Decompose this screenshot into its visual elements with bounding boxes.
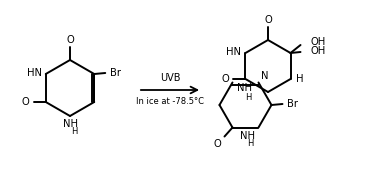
Text: H: H	[245, 92, 252, 102]
Text: O: O	[22, 97, 29, 107]
Text: O: O	[264, 15, 272, 25]
Text: H: H	[247, 139, 254, 148]
Text: NH: NH	[64, 119, 79, 129]
Text: O: O	[222, 74, 229, 84]
Text: OH: OH	[310, 46, 326, 56]
Text: In ice at -78.5°C: In ice at -78.5°C	[136, 96, 204, 105]
Text: Br: Br	[110, 68, 121, 78]
Text: NH: NH	[237, 83, 252, 93]
Text: NH: NH	[240, 130, 255, 140]
Text: OH: OH	[310, 37, 326, 47]
Text: UVB: UVB	[160, 73, 180, 83]
Text: N: N	[262, 71, 269, 81]
Text: HN: HN	[226, 47, 242, 57]
Text: O: O	[214, 139, 222, 149]
Text: Br: Br	[287, 99, 298, 109]
Text: H: H	[71, 127, 77, 136]
Text: H: H	[296, 74, 303, 84]
Text: O: O	[66, 35, 74, 45]
Text: HN: HN	[27, 68, 42, 78]
